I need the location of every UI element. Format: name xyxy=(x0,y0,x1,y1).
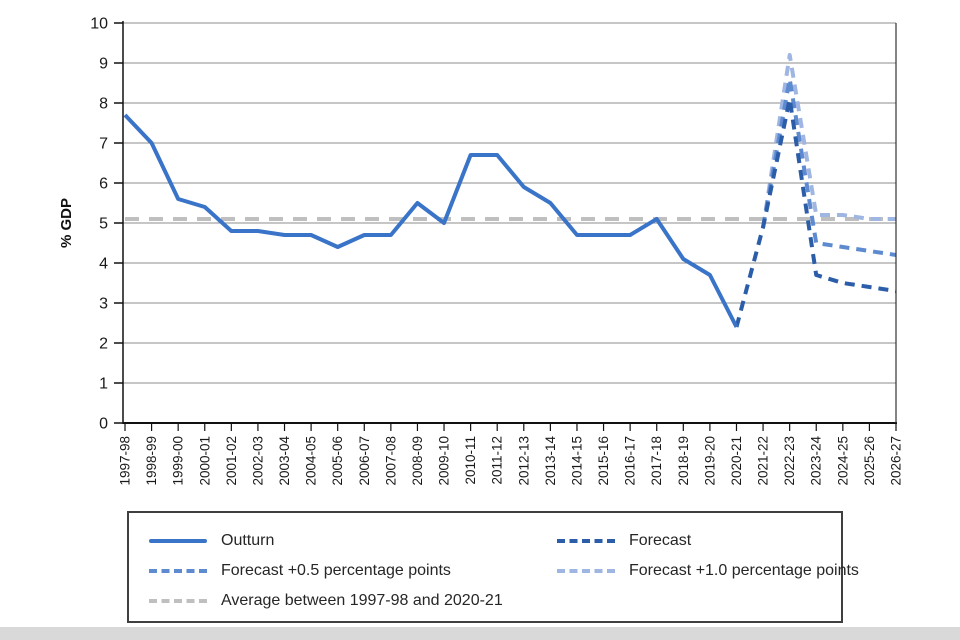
y-tick-label: 3 xyxy=(99,296,108,313)
legend-item-outturn-swatch xyxy=(149,539,207,543)
x-tick-label: 2020-21 xyxy=(729,436,744,486)
x-tick-label: 2009-10 xyxy=(437,436,452,486)
forecast-plus-05-line xyxy=(761,77,897,257)
y-tick-label: 4 xyxy=(99,256,108,273)
x-tick-label: 2025-26 xyxy=(862,436,877,486)
x-tick-label: 2016-17 xyxy=(623,436,638,486)
x-tick-label: 2007-08 xyxy=(383,436,398,486)
y-tick-label: 8 xyxy=(99,96,108,113)
legend-item-average: Average between 1997-98 and 2020-21 xyxy=(149,592,557,610)
x-tick-label: 2022-23 xyxy=(782,436,797,486)
x-tick-label: 2024-25 xyxy=(835,436,850,486)
x-tick-label: 2026-27 xyxy=(889,436,904,486)
x-tick-label: 1998-99 xyxy=(144,436,159,486)
legend-item-forecast: Forecast xyxy=(557,532,859,550)
y-tick-label: 10 xyxy=(90,16,108,33)
legend-label: Outturn xyxy=(221,532,275,549)
x-tick-label: 2018-19 xyxy=(676,436,691,486)
x-tick-label: 2021-22 xyxy=(756,436,771,486)
outturn-line xyxy=(123,113,739,328)
x-tick-label: 2013-14 xyxy=(543,436,558,486)
legend-item-forecast-swatch xyxy=(557,539,615,543)
x-tick-label: 2003-04 xyxy=(277,436,292,486)
legend-item-forecast-plus-10-swatch xyxy=(557,569,615,573)
x-tick-label: 1997-98 xyxy=(118,436,133,486)
legend-item-outturn: Outturn xyxy=(149,532,557,550)
forecast-plus-10-line xyxy=(761,53,896,228)
x-tick-label: 2006-07 xyxy=(357,436,372,486)
x-tick-label: 2012-13 xyxy=(516,436,531,486)
y-axis-title: % GDP xyxy=(58,198,75,249)
x-tick-label: 2011-12 xyxy=(490,436,505,485)
y-tick-label: 7 xyxy=(99,136,108,153)
gdp-line-chart: 0 1 2 3 4 5 6 7 8 9 10 1997-98 1998-99 1999-00 2000-01… xyxy=(90,16,904,486)
legend-label: Forecast +0.5 percentage points xyxy=(221,562,451,579)
x-tick-label: 2014-15 xyxy=(569,436,584,486)
y-tick-label: 1 xyxy=(99,376,108,393)
x-tick-label: 2017-18 xyxy=(649,436,664,486)
legend-item-forecast-plus-10: Forecast +1.0 percentage points xyxy=(557,562,859,580)
x-tick-label: 2005-06 xyxy=(330,436,345,486)
y-tick-label: 5 xyxy=(99,216,108,233)
x-tick-label: 2015-16 xyxy=(596,436,611,486)
y-tick-label: 9 xyxy=(99,56,108,73)
legend-label: Average between 1997-98 and 2020-21 xyxy=(221,592,503,609)
legend-item-forecast-plus-05-swatch xyxy=(149,569,207,573)
x-tick-label: 1999-00 xyxy=(171,436,186,486)
x-tick-label: 2002-03 xyxy=(250,436,265,486)
x-tick-label: 2000-01 xyxy=(197,436,212,486)
forecast-line xyxy=(734,97,897,328)
legend-item-forecast-plus-05: Forecast +0.5 percentage points xyxy=(149,562,557,580)
legend-label: Forecast xyxy=(629,532,692,549)
x-tick-label: 2010-11 xyxy=(463,436,478,485)
x-tick-label: 2019-20 xyxy=(702,436,717,486)
y-tick-label: 2 xyxy=(99,336,108,353)
x-tick-label: 2001-02 xyxy=(224,436,239,486)
footer-band xyxy=(0,627,960,640)
y-tick-label: 6 xyxy=(99,176,108,193)
x-tick-label: 2008-09 xyxy=(410,436,425,486)
y-tick-label: 0 xyxy=(99,416,108,433)
legend-item-average-swatch xyxy=(149,599,207,603)
x-tick-label: 2023-24 xyxy=(809,436,824,486)
legend-box: Outturn Forecast Forecast +0.5 percentage … xyxy=(127,511,859,623)
x-tick-label: 2004-05 xyxy=(304,436,319,486)
legend-label: Forecast +1.0 percentage points xyxy=(629,562,859,579)
